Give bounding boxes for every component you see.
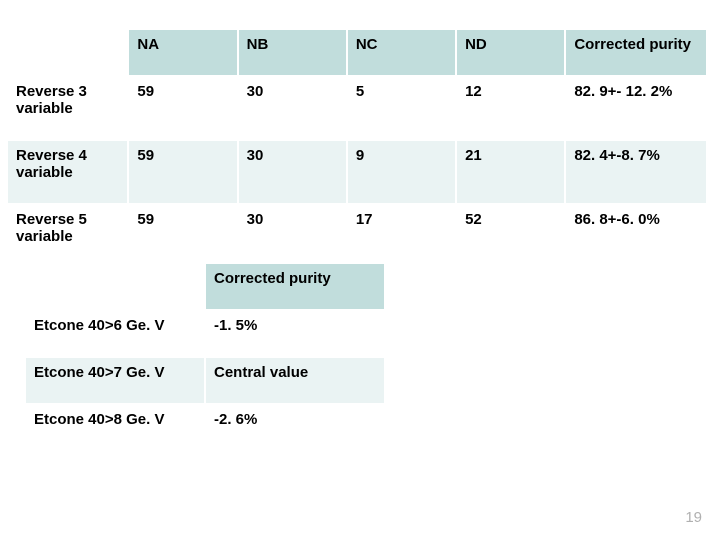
- cell-nb: 30: [238, 76, 347, 140]
- cell-cp: 82. 4+-8. 7%: [565, 140, 707, 204]
- cell-nd: 21: [456, 140, 565, 204]
- cell-nb: 30: [238, 204, 347, 268]
- bottom-table-blank-header: [25, 263, 205, 310]
- slide: NA NB NC ND Corrected purity Reverse 3 v…: [0, 0, 720, 540]
- row-label: Reverse 3 variable: [7, 76, 128, 140]
- cell-val: -2. 6%: [205, 404, 385, 451]
- table-row: Reverse 5 variable 59 30 17 52 86. 8+-6.…: [7, 204, 707, 268]
- table-row: Etcone 40>7 Ge. V Central value: [25, 357, 385, 404]
- bottom-table: Corrected purity Etcone 40>6 Ge. V -1. 5…: [24, 262, 386, 452]
- row-label: Etcone 40>8 Ge. V: [25, 404, 205, 451]
- table-row: Etcone 40>6 Ge. V -1. 5%: [25, 310, 385, 357]
- row-label: Etcone 40>6 Ge. V: [25, 310, 205, 357]
- row-label: Reverse 5 variable: [7, 204, 128, 268]
- cell-nb: 30: [238, 140, 347, 204]
- cell-nd: 52: [456, 204, 565, 268]
- cell-na: 59: [128, 76, 237, 140]
- cell-na: 59: [128, 204, 237, 268]
- cell-cp: 82. 9+- 12. 2%: [565, 76, 707, 140]
- top-table-header-row: NA NB NC ND Corrected purity: [7, 29, 707, 76]
- cell-na: 59: [128, 140, 237, 204]
- cell-nc: 17: [347, 204, 456, 268]
- table-row: Etcone 40>8 Ge. V -2. 6%: [25, 404, 385, 451]
- top-table-col-nb: NB: [238, 29, 347, 76]
- bottom-table-header-row: Corrected purity: [25, 263, 385, 310]
- top-table-col-cp: Corrected purity: [565, 29, 707, 76]
- table-row: Reverse 3 variable 59 30 5 12 82. 9+- 12…: [7, 76, 707, 140]
- top-table-blank-header: [7, 29, 128, 76]
- top-table: NA NB NC ND Corrected purity Reverse 3 v…: [6, 28, 708, 269]
- row-label: Reverse 4 variable: [7, 140, 128, 204]
- row-label: Etcone 40>7 Ge. V: [25, 357, 205, 404]
- cell-nc: 9: [347, 140, 456, 204]
- cell-nc: 5: [347, 76, 456, 140]
- bottom-table-col-cp: Corrected purity: [205, 263, 385, 310]
- top-table-col-nc: NC: [347, 29, 456, 76]
- top-table-col-nd: ND: [456, 29, 565, 76]
- page-number: 19: [685, 509, 702, 526]
- cell-nd: 12: [456, 76, 565, 140]
- top-table-col-na: NA: [128, 29, 237, 76]
- table-row: Reverse 4 variable 59 30 9 21 82. 4+-8. …: [7, 140, 707, 204]
- cell-val: Central value: [205, 357, 385, 404]
- cell-cp: 86. 8+-6. 0%: [565, 204, 707, 268]
- cell-val: -1. 5%: [205, 310, 385, 357]
